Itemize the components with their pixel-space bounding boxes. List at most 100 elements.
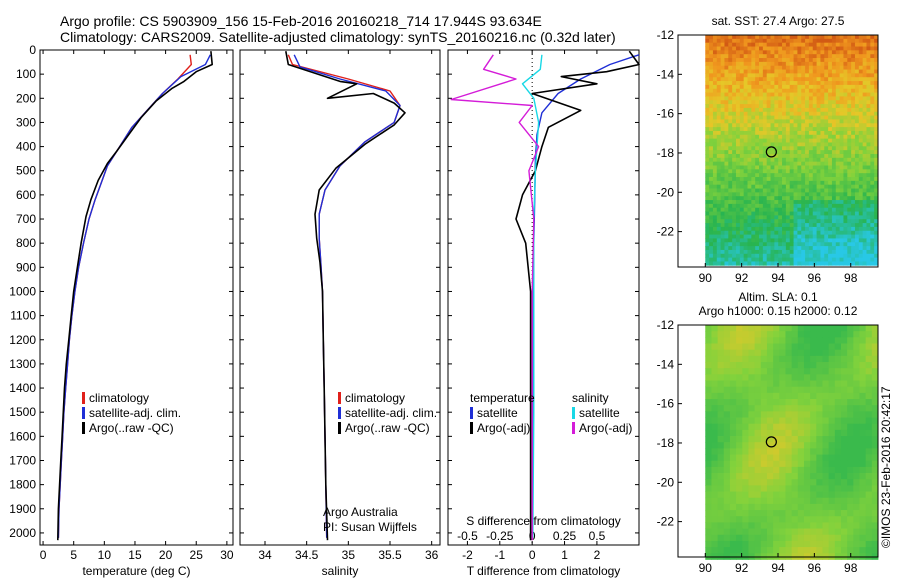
heatmap-cell xyxy=(797,528,805,536)
heatmap-cell xyxy=(793,219,798,224)
heatmap-cell xyxy=(739,165,745,170)
heatmap-cell xyxy=(865,454,873,462)
legend-label: climatology xyxy=(89,391,149,405)
heatmap-cell xyxy=(822,386,830,394)
heatmap-cell xyxy=(782,219,787,224)
heatmap-cell xyxy=(828,491,836,499)
heatmap-cell xyxy=(834,362,842,369)
heatmap-cell xyxy=(874,84,879,90)
heatmap-cell xyxy=(728,257,733,262)
heatmap-cell xyxy=(810,454,817,462)
heatmap-cell xyxy=(824,38,829,44)
x-tick-label: 94 xyxy=(771,561,785,575)
heatmap-cell xyxy=(773,337,780,344)
heatmap-cell xyxy=(870,169,875,174)
heatmap-cell xyxy=(716,253,722,259)
heatmap-cell xyxy=(766,374,774,381)
heatmap-cell xyxy=(871,355,879,363)
heatmap-cell xyxy=(759,111,764,117)
heatmap-cell xyxy=(793,150,798,155)
heatmap-cell xyxy=(851,261,856,266)
heatmap-cell xyxy=(709,54,714,59)
heatmap-cell xyxy=(871,491,879,499)
heatmap-cell xyxy=(808,257,814,262)
heatmap-cell xyxy=(816,50,821,55)
heatmap-cell xyxy=(709,134,714,140)
heatmap-cell xyxy=(805,188,810,193)
heatmap-cell xyxy=(778,142,783,147)
heatmap-cell xyxy=(705,38,710,44)
heatmap-cell xyxy=(735,150,741,155)
heatmap-cell xyxy=(762,115,768,120)
heatmap-cell xyxy=(723,491,731,499)
heatmap-cell xyxy=(854,73,860,78)
heatmap-cell xyxy=(858,242,864,247)
heatmap-cell xyxy=(831,157,837,163)
heatmap-cell xyxy=(801,173,806,178)
heatmap-cell xyxy=(810,485,817,492)
heatmap-cell xyxy=(816,540,823,548)
heatmap-cell xyxy=(759,88,764,93)
heatmap-cell xyxy=(843,242,848,247)
heatmap-cell xyxy=(835,177,841,182)
heatmap-cell xyxy=(770,81,775,86)
heatmap-cell xyxy=(705,200,710,205)
heatmap-cell xyxy=(735,234,741,239)
heatmap-cell xyxy=(736,343,743,351)
heatmap-cell xyxy=(858,130,864,136)
heatmap-cell xyxy=(766,337,774,344)
y-tick-label: -12 xyxy=(657,28,675,42)
heatmap-cell xyxy=(785,42,791,47)
heatmap-cell xyxy=(716,188,722,193)
heatmap-cell xyxy=(862,61,867,67)
heatmap-cell xyxy=(810,399,817,406)
heatmap-cell xyxy=(732,180,737,186)
heatmap-cell xyxy=(742,460,749,468)
heatmap-cell xyxy=(839,96,844,101)
heatmap-cell xyxy=(774,169,779,174)
heatmap-cell xyxy=(854,123,860,128)
heatmap-cell xyxy=(736,479,743,486)
heatmap-cell xyxy=(851,215,856,220)
heatmap-cell xyxy=(762,123,768,128)
heatmap-cell xyxy=(797,242,802,247)
heatmap-cell xyxy=(839,119,844,124)
heatmap-cell xyxy=(824,215,829,220)
heatmap-cell xyxy=(858,119,864,124)
heatmap-cell xyxy=(870,119,875,124)
heatmap-cell xyxy=(716,165,722,170)
heatmap-cell xyxy=(770,35,775,40)
heatmap-cell xyxy=(759,61,764,67)
heatmap-cell xyxy=(760,343,768,351)
heatmap-cell xyxy=(820,223,825,228)
heatmap-cell xyxy=(812,73,817,78)
heatmap-cell xyxy=(858,35,864,40)
heatmap-cell xyxy=(828,123,833,128)
heatmap-cell xyxy=(732,77,737,82)
heatmap-cell xyxy=(835,169,841,174)
heatmap-cell xyxy=(874,153,879,159)
heatmap-cell xyxy=(716,184,722,189)
y-tick-label: 1500 xyxy=(9,405,36,419)
heatmap-cell xyxy=(828,528,836,536)
heatmap-cell xyxy=(754,479,762,486)
heatmap-cell xyxy=(803,497,811,505)
heatmap-cell xyxy=(712,150,718,155)
heatmap-cell xyxy=(793,207,798,212)
y-tick-label: -16 xyxy=(657,397,675,411)
heatmap-cell xyxy=(747,69,752,74)
heatmap-cell xyxy=(831,42,837,47)
heatmap-cell xyxy=(705,219,710,224)
heatmap-cell xyxy=(828,355,836,363)
heatmap-cell xyxy=(785,100,791,105)
heatmap-cell xyxy=(724,200,729,205)
heatmap-cell xyxy=(774,165,779,170)
legend-label: Argo(-adj) xyxy=(477,421,530,435)
heatmap-cell xyxy=(803,325,811,332)
heatmap-cell xyxy=(820,111,825,117)
heatmap-cell xyxy=(766,534,774,542)
heatmap-cell xyxy=(705,479,712,486)
heatmap-cell xyxy=(739,246,745,251)
heatmap-cell xyxy=(851,150,856,155)
heatmap-cell xyxy=(828,257,833,262)
